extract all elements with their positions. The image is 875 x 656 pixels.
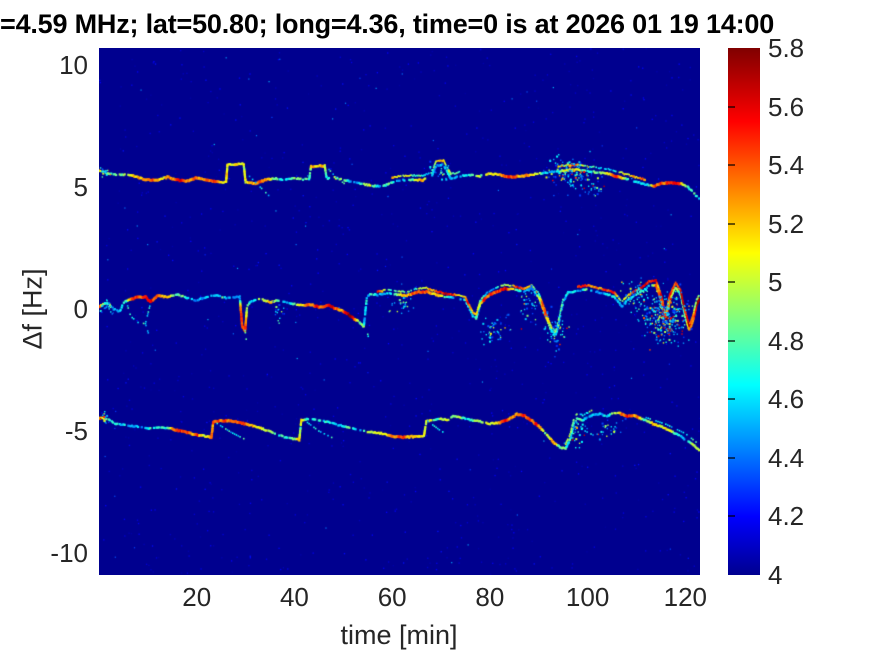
plot-title: =4.59 MHz; lat=50.80; long=4.36, time=0 … — [0, 9, 775, 39]
x-tick-label: 20 — [182, 582, 212, 612]
colorbar-tick-label: 5.6 — [768, 91, 805, 122]
x-axis-label: time [min] — [340, 620, 458, 650]
colorbar-tick-mark — [728, 515, 735, 518]
colorbar-tick-mark — [728, 281, 735, 284]
colorbar-tick-mark — [728, 222, 735, 225]
colorbar-tick-mark — [728, 339, 735, 342]
x-tick-label: 100 — [565, 582, 610, 612]
colorbar — [728, 48, 760, 575]
x-tick-label: 40 — [279, 582, 309, 612]
colorbar-tick-label: 4.2 — [768, 501, 805, 532]
colorbar-tick-label: 4.8 — [768, 325, 805, 356]
colorbar-tick-label: 5 — [768, 267, 783, 298]
y-tick-label: 10 — [59, 50, 88, 81]
x-tick-label: 120 — [663, 582, 708, 612]
spectrogram-plot — [99, 48, 700, 575]
colorbar-tick-labels: 5.8 5.6 5.4 5.2 5 4.8 4.6 4.4 4.2 4 — [768, 33, 848, 590]
colorbar-tick-label: 4 — [768, 560, 783, 590]
y-tick-label: -5 — [64, 416, 88, 447]
colorbar-tick-mark — [728, 105, 735, 108]
x-tick-label: 80 — [475, 582, 505, 612]
y-tick-label: 5 — [73, 172, 88, 203]
colorbar-tick-label: 5.8 — [768, 33, 805, 63]
y-tick-labels: 10 5 0 -5 -10 — [0, 48, 88, 575]
x-tick-label: 60 — [377, 582, 407, 612]
colorbar-tick-label: 5.4 — [768, 150, 805, 181]
colorbar-tick-label: 4.6 — [768, 384, 805, 415]
colorbar-tick-mark — [728, 456, 735, 459]
y-tick-label: 0 — [73, 294, 88, 325]
x-tick-labels: 20 40 60 80 100 120 — [99, 582, 707, 614]
colorbar-tick-mark — [728, 398, 735, 401]
colorbar-tick-label: 5.2 — [768, 208, 805, 239]
colorbar-tick-label: 4.4 — [768, 442, 805, 473]
colorbar-tick-mark — [728, 164, 735, 167]
y-tick-label: -10 — [50, 538, 88, 569]
